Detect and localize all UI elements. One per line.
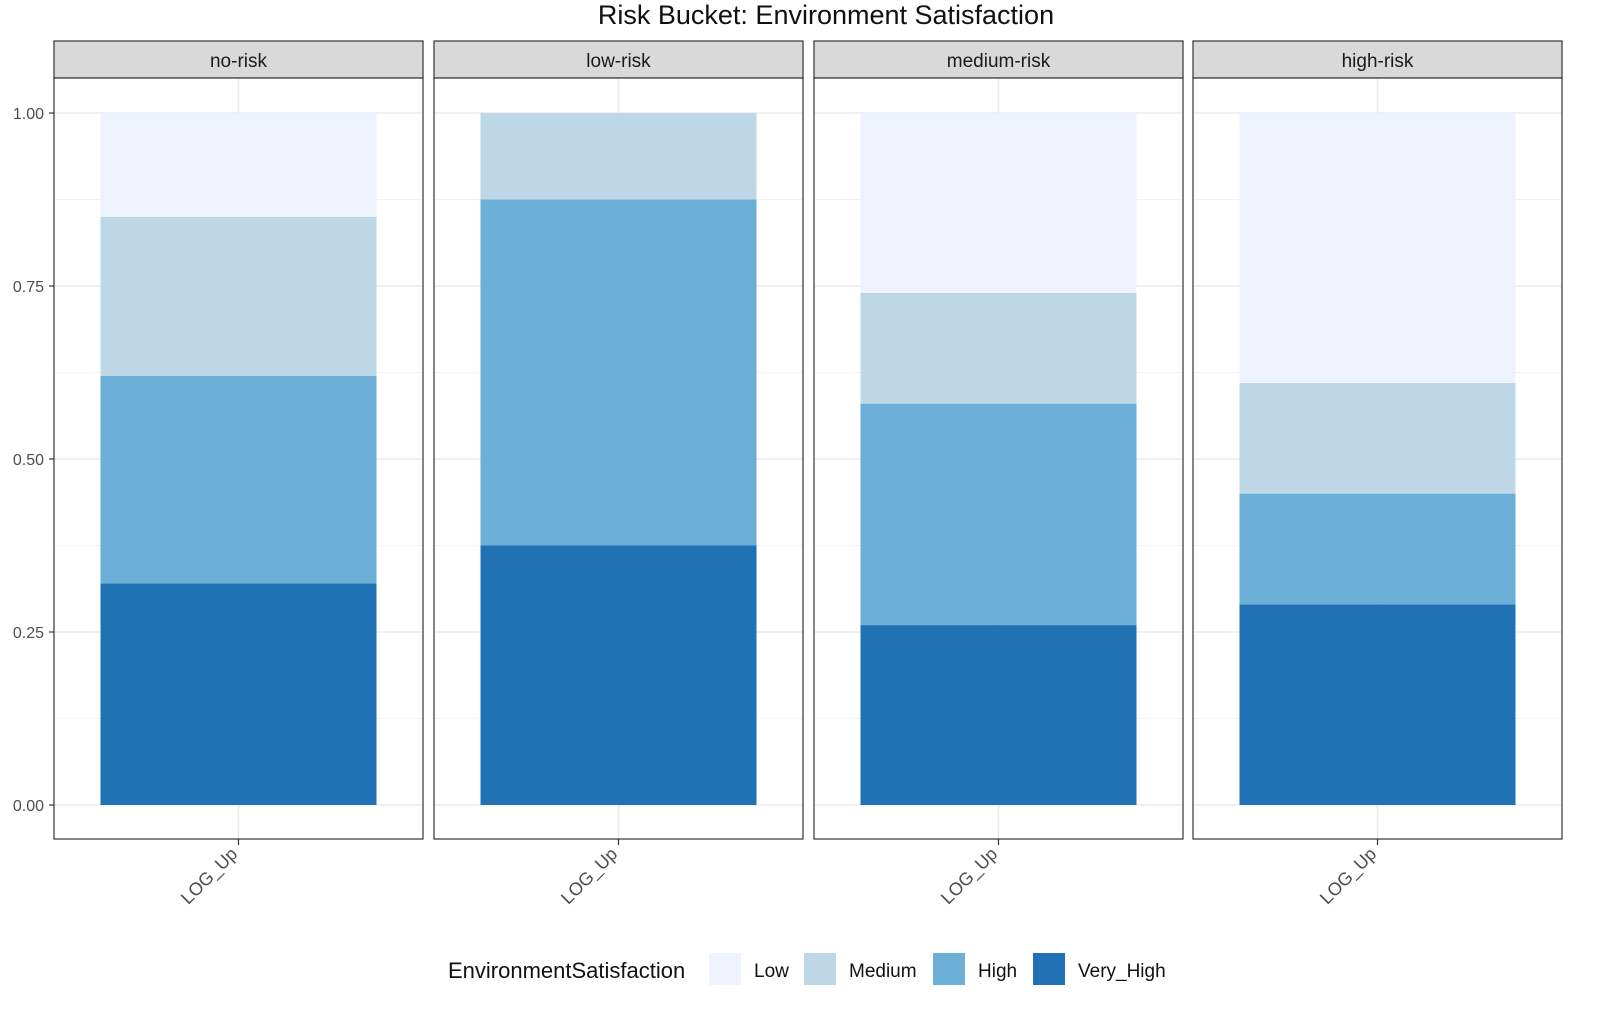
facet-strip bbox=[53, 40, 424, 79]
y-tick-label: 1.00 bbox=[13, 106, 44, 123]
legend-label: Very_High bbox=[1078, 961, 1166, 982]
bar-segment-high-risk-medium bbox=[1239, 382, 1516, 494]
facet-panels: no-risk LOG_Up low-risk LOG_Up medium-risk LO… bbox=[53, 40, 1563, 909]
x-tick-label: LOG_Up bbox=[557, 844, 622, 909]
facet-strip bbox=[1192, 40, 1563, 79]
y-tick-label: 0.00 bbox=[13, 798, 44, 815]
x-tick-label: LOG_Up bbox=[937, 844, 1002, 909]
bar-segment-no-risk-high bbox=[100, 375, 377, 584]
bar-segment-low-risk-very-high bbox=[480, 545, 757, 805]
bar-segment-no-risk-low bbox=[100, 113, 377, 217]
facet-panel-medium-risk: medium-risk LOG_Up bbox=[813, 40, 1184, 909]
facet-panel-low-risk: low-risk LOG_Up bbox=[433, 40, 804, 909]
legend-key-medium bbox=[804, 953, 836, 985]
bar-segment-low-risk-high bbox=[480, 199, 757, 546]
bar-segment-medium-risk-medium bbox=[860, 292, 1137, 404]
legend-label: Low bbox=[754, 961, 789, 982]
facet-panel-high-risk: high-risk LOG_Up bbox=[1192, 40, 1563, 909]
legend-label: High bbox=[978, 961, 1017, 982]
legend: EnvironmentSatisfaction Low Medium High Very… bbox=[448, 953, 1166, 985]
facet-panel-no-risk: no-risk LOG_Up bbox=[53, 40, 424, 909]
bar-segment-low-risk-medium bbox=[480, 113, 757, 200]
bar-segment-high-risk-high bbox=[1239, 493, 1516, 605]
bar-segment-medium-risk-high bbox=[860, 403, 1137, 626]
facet-strip-label: no-risk bbox=[210, 51, 268, 72]
bar-segment-medium-risk-low bbox=[860, 113, 1137, 293]
chart-title: Risk Bucket: Environment Satisfaction bbox=[598, 0, 1054, 30]
facet-strip-label: medium-risk bbox=[947, 51, 1051, 72]
legend-key-very-high bbox=[1033, 953, 1065, 985]
facet-strip bbox=[433, 40, 804, 79]
y-tick-label: 0.50 bbox=[13, 452, 44, 469]
facet-strip-label: high-risk bbox=[1342, 51, 1414, 72]
legend-label: Medium bbox=[849, 961, 917, 982]
y-axis: 0.00 0.25 0.50 0.75 1.00 bbox=[13, 106, 54, 815]
x-tick-label: LOG_Up bbox=[1316, 844, 1381, 909]
legend-title: EnvironmentSatisfaction bbox=[448, 958, 685, 983]
legend-key-high bbox=[933, 953, 965, 985]
y-tick-label: 0.75 bbox=[13, 279, 44, 296]
bar-segment-high-risk-very-high bbox=[1239, 604, 1516, 805]
bar-segment-high-risk-low bbox=[1239, 113, 1516, 383]
y-tick-label: 0.25 bbox=[13, 625, 44, 642]
facet-strip bbox=[813, 40, 1184, 79]
bar-segment-medium-risk-very-high bbox=[860, 625, 1137, 805]
legend-key-low bbox=[709, 953, 741, 985]
facet-strip-label: low-risk bbox=[586, 51, 651, 72]
bar-segment-no-risk-very-high bbox=[100, 583, 377, 805]
bar-segment-no-risk-medium bbox=[100, 216, 377, 376]
x-tick-label: LOG_Up bbox=[177, 844, 242, 909]
